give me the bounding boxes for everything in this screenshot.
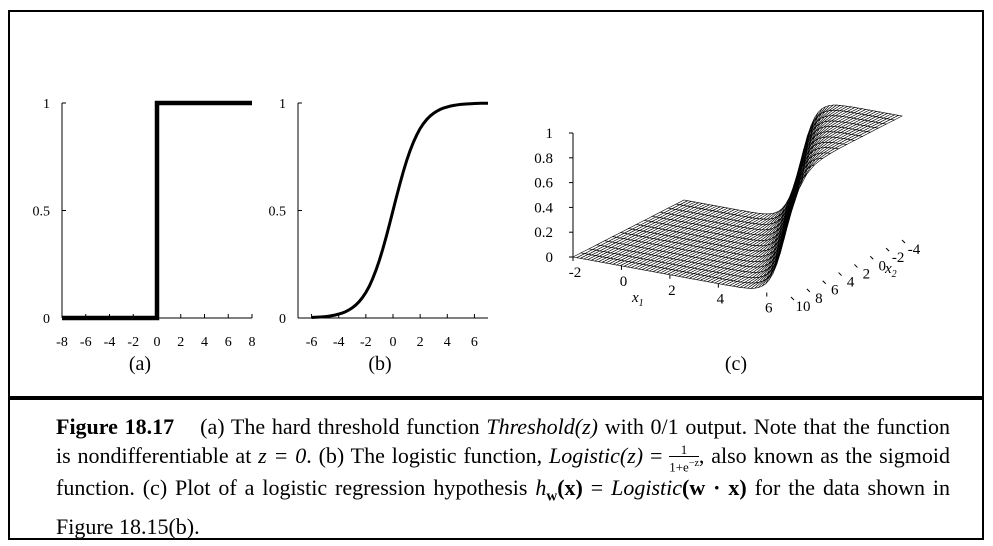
plot-a: -8 -6 -4 -2 0 2 4 6 8 0 0.5 1 (a) bbox=[33, 97, 256, 375]
plot-b-x-tick-label: -4 bbox=[333, 335, 345, 350]
fraction-num: 1 bbox=[669, 443, 699, 457]
figure-plots: -8 -6 -4 -2 0 2 4 6 800.51(a) -6 -4 -2 0 2 4 600.51(b)… bbox=[33, 97, 921, 375]
plot-a-x-tick-label: -2 bbox=[127, 335, 139, 350]
plot-c-x2-tick bbox=[790, 296, 795, 301]
plot-a-y-tick-label: 0 bbox=[43, 312, 50, 327]
plot-a-x-tick-label: 6 bbox=[225, 335, 232, 350]
plot-c-x2-tick-label: 0 bbox=[879, 258, 887, 274]
plot-c-x1-tick-label: 6 bbox=[765, 301, 773, 317]
plot-a-sublabel: (a) bbox=[129, 353, 151, 375]
plot-c-x2-tick bbox=[885, 247, 890, 252]
figure-frame bbox=[8, 10, 984, 540]
plot-c-x2-tick-label: 8 bbox=[815, 291, 823, 307]
logistic-wx: Logistic bbox=[611, 475, 683, 501]
hw-h: h bbox=[535, 475, 547, 501]
fraction-den: 1+e bbox=[669, 459, 689, 475]
plot-c-x2-tick-label: 4 bbox=[847, 275, 855, 291]
plot-c-x2-tick-label: -4 bbox=[908, 242, 921, 258]
threshold-fn: Threshold bbox=[486, 414, 575, 439]
plot-c-x1-tick-label: 0 bbox=[620, 274, 628, 290]
plot-c-x2-tick bbox=[901, 239, 906, 244]
plot-c-z-tick-label: 1 bbox=[546, 126, 554, 142]
plot-c-surface-patch bbox=[572, 252, 586, 259]
plot-a-x-tick-label: 4 bbox=[201, 335, 208, 350]
caption-part-a: (a) The hard threshold function bbox=[200, 414, 487, 439]
plot-b-x-tick-label: -2 bbox=[360, 335, 372, 350]
plot-a-x-tick-label: 0 bbox=[154, 335, 161, 350]
plot-c-x2-tick-label: -2 bbox=[892, 250, 905, 266]
figure-label: Figure 18.17 bbox=[56, 414, 175, 439]
z-eq-0: z = 0 bbox=[258, 443, 307, 468]
caption-part-b-end: , also known as the sigmoid function. (c… bbox=[56, 443, 950, 501]
logistic-fn: Logistic bbox=[548, 443, 620, 468]
plot-c-z-tick-label: 0.4 bbox=[534, 200, 553, 216]
caption-part-a-end: with 0/1 output. Note that the function … bbox=[56, 414, 950, 468]
plot-c-x1-tick-label: -2 bbox=[569, 265, 582, 281]
caption-part-c-end: for the data shown in Figure 18.15(b). bbox=[56, 475, 950, 539]
caption-eq-c: = bbox=[582, 475, 612, 501]
plot-b-x-tick-label: 4 bbox=[444, 335, 451, 350]
caption-part-b: . (b) The logistic function, bbox=[306, 443, 549, 468]
plot-c-x2-tick bbox=[838, 272, 842, 276]
caption-eq-b: = bbox=[643, 443, 670, 468]
plot-a-x-tick-label: -4 bbox=[104, 335, 116, 350]
plot-c-x2-tick-label: 10 bbox=[796, 299, 811, 315]
plot-c-x2-tick bbox=[806, 288, 811, 293]
fraction-exp: −z bbox=[688, 457, 699, 469]
plot-c-x2-tick-label: 2 bbox=[863, 266, 871, 282]
plot-c-x1-tick-label: 2 bbox=[668, 283, 676, 299]
wx: (w · x) bbox=[682, 475, 747, 501]
plot-b-y-tick-label: 1 bbox=[279, 97, 286, 112]
plot-c-z-tick-label: 0.8 bbox=[534, 151, 553, 167]
hw-arg: (x) bbox=[557, 475, 583, 501]
plot-a-x-tick-label: -6 bbox=[80, 335, 92, 350]
plot-b: -6 -4 -2 0 2 4 6 0 0.5 1 (b) bbox=[269, 97, 489, 375]
plot-c-z-tick-label: 0.2 bbox=[534, 225, 553, 241]
plot-a-x-tick-label: 2 bbox=[177, 335, 184, 350]
hw-sub: w bbox=[546, 488, 558, 505]
plot-b-x-tick-label: 2 bbox=[417, 335, 424, 350]
plot-c-x2-tick bbox=[854, 264, 858, 268]
plot-c-xlabel: x1 bbox=[631, 290, 644, 309]
plot-a-y-tick-label: 1 bbox=[43, 97, 50, 112]
plot-c-x2-tick-label: 6 bbox=[831, 283, 839, 299]
plot-c-x2-tick bbox=[822, 280, 827, 285]
figure-caption: Figure 18.17 (a) The hard threshold funct… bbox=[56, 414, 950, 539]
plot-b-x-tick-label: -6 bbox=[306, 335, 318, 350]
plot-b-curve bbox=[311, 101, 489, 319]
plot-b-x-tick-label: 6 bbox=[471, 335, 478, 350]
plot-b-x-tick-label: 0 bbox=[390, 335, 397, 350]
plot-b-sublabel: (b) bbox=[368, 353, 391, 375]
plot-a-x-tick-label: 8 bbox=[249, 335, 256, 350]
plot-b-y-tick-label: 0 bbox=[279, 312, 286, 327]
plot-c-z-tick-label: 0 bbox=[546, 250, 554, 266]
plot-a-y-tick-label: 0.5 bbox=[33, 205, 51, 220]
caption-separator bbox=[8, 396, 984, 400]
plot-c-x1-tick-label: 4 bbox=[717, 292, 725, 308]
plot-a-x-tick-label: -8 bbox=[56, 335, 68, 350]
plot-c-x2-tick bbox=[869, 255, 874, 260]
plot-a-curve bbox=[62, 100, 252, 321]
plot-c-sublabel: (c) bbox=[725, 353, 747, 375]
logistic-fraction: 1 1+e−z bbox=[669, 443, 699, 473]
plot-b-y-tick-label: 0.5 bbox=[269, 205, 287, 220]
plot-c-z-tick-label: 0.6 bbox=[534, 176, 553, 192]
